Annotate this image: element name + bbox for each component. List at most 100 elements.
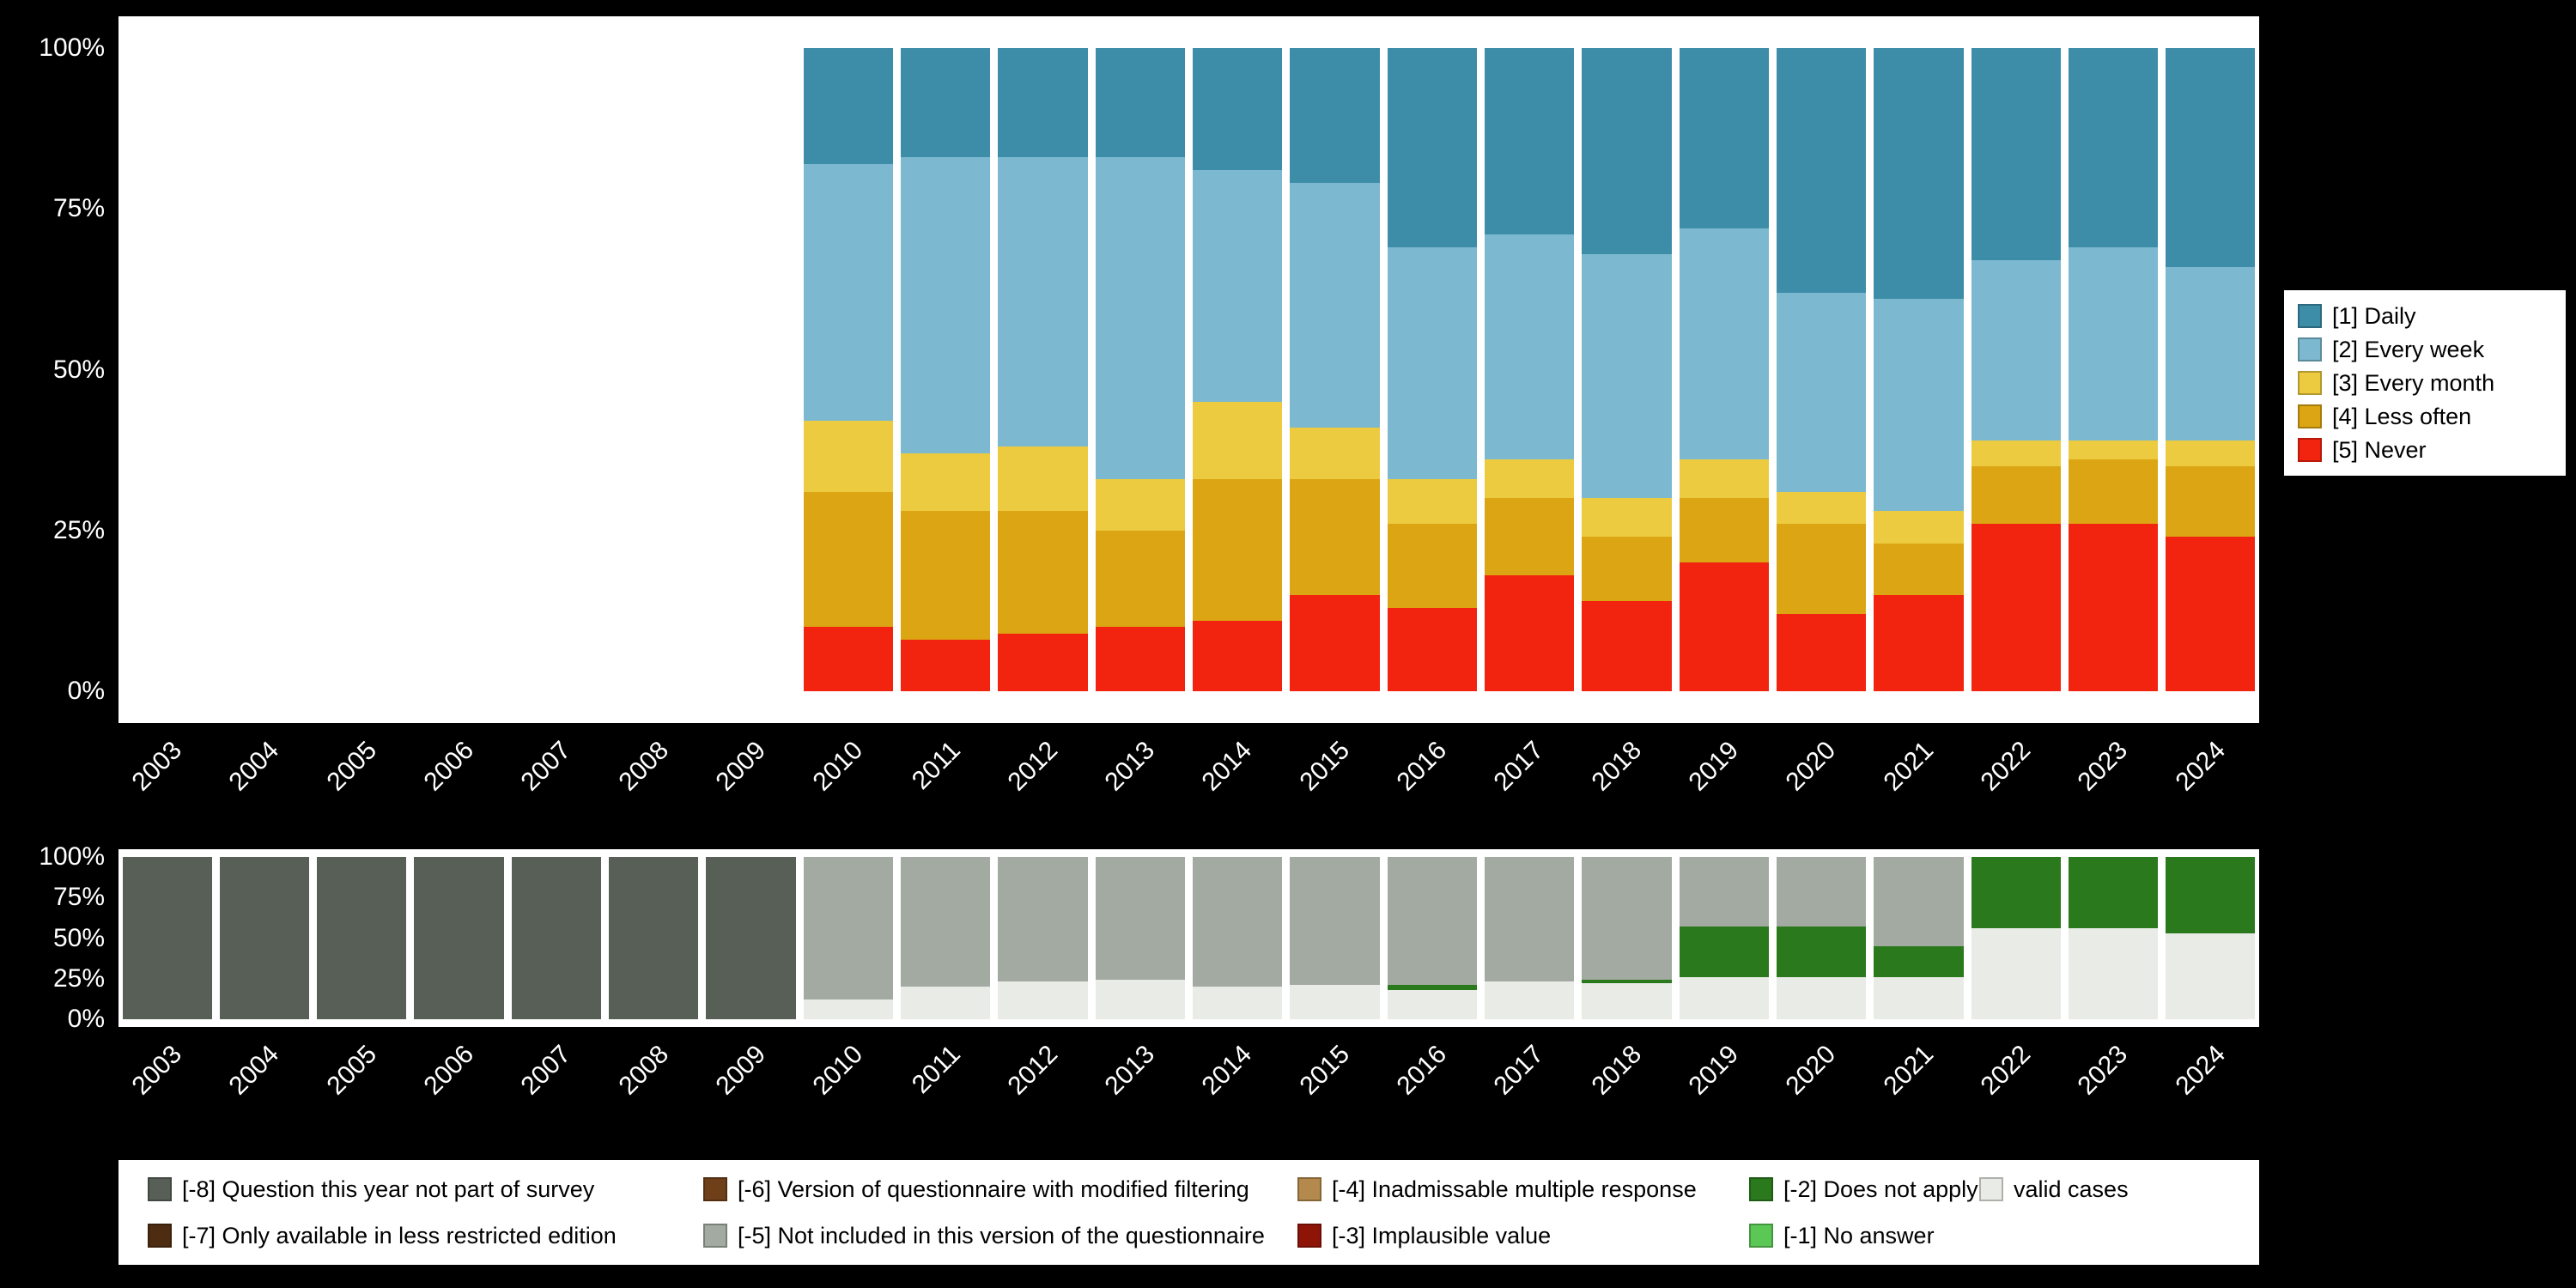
legend-swatch-icon xyxy=(148,1224,172,1248)
x-axis-tick-label: 2006 xyxy=(418,1040,479,1101)
bar-segment xyxy=(1776,48,1867,293)
legend-label: [-5] Not included in this version of the… xyxy=(738,1222,1265,1249)
x-axis-tick-label: 2012 xyxy=(1002,1040,1063,1101)
bar-segment xyxy=(1290,857,1380,986)
legend-column: [-4] Inadmissable multiple response [-3] … xyxy=(1297,1172,1697,1253)
bar-segment xyxy=(1874,594,1964,691)
bar-segment xyxy=(901,511,991,641)
x-axis-tick-label: 2011 xyxy=(906,736,966,795)
y-axis-tick-label: 25% xyxy=(52,515,105,544)
legend-swatch-icon xyxy=(703,1177,727,1201)
bar-segment xyxy=(1095,530,1185,628)
bar-segment xyxy=(2068,524,2159,691)
x-axis-tick-label: 2022 xyxy=(1975,736,2037,797)
legend-item: [-5] Not included in this version of the… xyxy=(703,1218,1265,1253)
bar-segment xyxy=(1484,857,1575,982)
bar-segment xyxy=(1582,983,1672,1019)
bar-segment xyxy=(1582,498,1672,538)
bar-segment xyxy=(1193,987,1283,1019)
bar-segment xyxy=(901,987,991,1019)
legend-swatch-icon xyxy=(2298,371,2322,395)
bar-segment xyxy=(1582,253,1672,499)
legend-swatch-icon xyxy=(703,1224,727,1248)
legend-swatch-icon xyxy=(1297,1177,1321,1201)
bar-segment xyxy=(609,857,699,1019)
legend-column: [-6] Version of questionnaire with modif… xyxy=(703,1172,1265,1253)
bar-segment xyxy=(1679,927,1769,977)
bar-segment xyxy=(901,640,991,691)
legend-label: [4] Less often xyxy=(2332,403,2472,429)
x-axis-tick-label: 2014 xyxy=(1196,736,1258,797)
bar-segment xyxy=(1095,48,1185,158)
bar-segment xyxy=(1679,976,1769,1019)
x-axis-tick-label: 2010 xyxy=(807,1040,869,1101)
x-axis-tick-label: 2019 xyxy=(1683,736,1745,797)
bar-segment xyxy=(2166,465,2256,538)
bar-segment xyxy=(1971,928,2061,1019)
bar-segment xyxy=(1971,440,2061,466)
bar-segment xyxy=(1582,857,1672,981)
missing-chart-panel xyxy=(118,849,2259,1027)
legend-label: [-8] Question this year not part of surv… xyxy=(182,1176,595,1202)
x-axis-tick-label: 2016 xyxy=(1391,736,1453,797)
bar-segment xyxy=(1290,985,1380,1019)
bar-segment xyxy=(1874,857,1964,946)
bar-segment xyxy=(1387,247,1477,479)
bar-segment xyxy=(1387,524,1477,608)
bar-segment xyxy=(1095,157,1185,479)
bar-segment xyxy=(1582,601,1672,691)
bar-segment xyxy=(1193,48,1283,171)
legend-swatch-icon xyxy=(148,1177,172,1201)
bar-segment xyxy=(2166,266,2256,440)
x-axis-tick-label: 2004 xyxy=(223,736,285,797)
bar-segment xyxy=(317,857,407,1019)
bar-segment xyxy=(998,511,1088,634)
bar-segment xyxy=(2166,440,2256,466)
x-axis-tick-label: 2005 xyxy=(321,736,382,797)
x-axis-tick-label: 2017 xyxy=(1488,1040,1550,1101)
bar-segment xyxy=(122,857,212,1019)
bar-segment xyxy=(1874,48,1964,300)
x-axis-tick-label: 2008 xyxy=(613,736,674,797)
x-axis-tick-label: 2003 xyxy=(126,1040,187,1101)
legend-label: [-4] Inadmissable multiple response xyxy=(1332,1176,1697,1202)
bar-segment xyxy=(901,453,991,512)
legend-item: [-4] Inadmissable multiple response xyxy=(1297,1172,1697,1206)
bar-segment xyxy=(1095,980,1185,1019)
bar-segment xyxy=(1679,562,1769,691)
legend-item: valid cases xyxy=(1979,1172,2129,1206)
legend-column: [-8] Question this year not part of surv… xyxy=(148,1172,617,1253)
x-axis-tick-label: 2023 xyxy=(2072,736,2134,797)
x-axis-tick-label: 2022 xyxy=(1975,1040,2037,1101)
bar-segment xyxy=(1874,511,1964,544)
legend-item: [-1] No answer xyxy=(1749,1218,1978,1253)
bar-segment xyxy=(1776,927,1867,977)
y-axis-tick-label: 25% xyxy=(52,963,105,993)
y-axis-tick-label: 100% xyxy=(39,842,105,872)
bar-segment xyxy=(1679,857,1769,927)
bar-segment xyxy=(803,857,894,1000)
legend-label: [1] Daily xyxy=(2332,302,2416,329)
bar-segment xyxy=(1095,478,1185,531)
bar-segment xyxy=(1776,976,1867,1019)
bar-segment xyxy=(901,157,991,453)
bar-segment xyxy=(1874,976,1964,1019)
y-axis-tick-label: 100% xyxy=(39,33,105,63)
legend-column: valid cases xyxy=(1979,1172,2129,1206)
bar-segment xyxy=(1095,857,1185,981)
bar-segment xyxy=(1776,491,1867,525)
x-axis-tick-label: 2020 xyxy=(1780,1040,1842,1101)
x-axis-tick-label: 2023 xyxy=(2072,1040,2134,1101)
bar-segment xyxy=(1776,614,1867,691)
legend-label: [5] Never xyxy=(2332,436,2427,463)
legend-item: [5] Never xyxy=(2298,436,2552,464)
legend-item: [1] Daily xyxy=(2298,302,2552,330)
x-axis-tick-label: 2020 xyxy=(1780,736,1842,797)
bar-segment xyxy=(2068,928,2159,1019)
legend-label: [-6] Version of questionnaire with modif… xyxy=(738,1176,1249,1202)
bar-segment xyxy=(1582,48,1672,254)
bar-segment xyxy=(2068,247,2159,440)
bar-segment xyxy=(1971,524,2061,691)
bar-segment xyxy=(414,857,504,1019)
bar-segment xyxy=(1971,857,2061,929)
